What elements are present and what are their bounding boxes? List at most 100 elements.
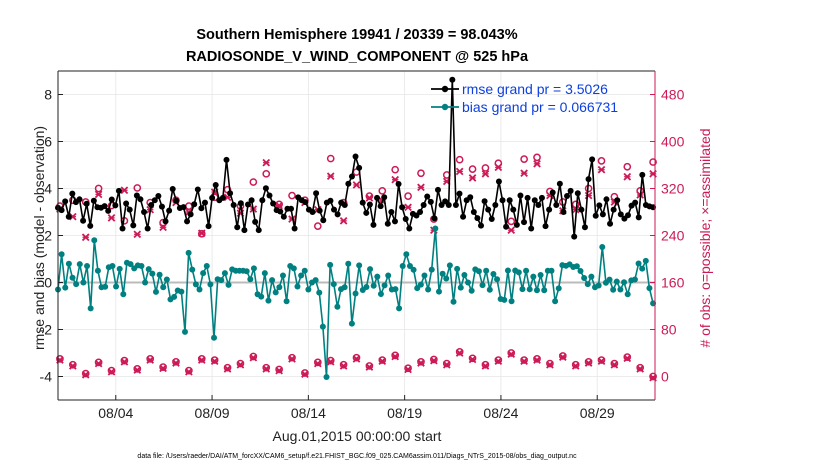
obs-assimilated-marker [430, 356, 438, 365]
obs-possible-marker [481, 360, 490, 369]
bias-point [258, 293, 265, 300]
rmse-point [481, 198, 488, 205]
obs-possible-marker [571, 200, 580, 209]
bias-point [392, 286, 399, 293]
rmse-point [599, 211, 606, 218]
bias-point [138, 263, 145, 270]
bias-point [298, 272, 305, 279]
bias-point [283, 298, 290, 305]
y-left-tick-label: 6 [44, 134, 52, 150]
rmse-point [592, 212, 599, 219]
bias-point [406, 263, 413, 270]
bias-point [595, 282, 602, 289]
rmse-point [495, 178, 502, 185]
legend-bias-label: bias grand pr = 0.066731 [462, 99, 618, 115]
rmse-point [87, 222, 94, 229]
obs-possible-marker [533, 153, 541, 162]
obs-assimilated-marker [623, 172, 632, 181]
rmse-point [460, 213, 467, 220]
rmse-point [571, 233, 578, 240]
y-right-tick-label: 320 [661, 181, 685, 197]
obs-assimilated-marker [404, 203, 412, 212]
obs-possible-marker [378, 187, 387, 195]
bias-point [399, 263, 406, 270]
obs-possible-marker [146, 355, 155, 363]
rmse-point [607, 220, 614, 227]
rmse-point [546, 206, 553, 213]
rmse-point [302, 199, 309, 206]
bias-point [247, 276, 254, 283]
rmse-point [259, 197, 266, 204]
bias-point [65, 260, 72, 267]
rmse-point [327, 197, 334, 204]
obs-possible-marker [210, 356, 219, 364]
bias-point [533, 287, 540, 294]
obs-possible-marker [56, 355, 64, 363]
obs-possible-marker [365, 192, 374, 200]
rmse-point [252, 218, 259, 225]
rmse-point [467, 194, 474, 201]
rmse-point [334, 211, 341, 218]
y-right-tick-label: 400 [661, 134, 685, 150]
bias-point [461, 271, 468, 278]
obs-possible-marker [339, 360, 348, 369]
bias-point [435, 288, 442, 295]
rmse-point [635, 214, 642, 221]
chart-title-line2: RADIOSONDE_V_WIND_COMPONENT @ 525 hPa [186, 49, 529, 65]
rmse-point [614, 197, 621, 204]
obs-possible-marker [597, 356, 606, 364]
rmse-point [198, 205, 205, 212]
bias-point [352, 290, 359, 297]
rmse-point [320, 217, 327, 224]
bias-point [341, 284, 348, 291]
rmse-point [58, 207, 65, 214]
rmse-point [363, 209, 370, 216]
bias-point [642, 257, 649, 264]
obs-possible-marker [262, 169, 271, 178]
bias-point [599, 244, 606, 251]
rmse-point [470, 209, 477, 215]
rmse-point [212, 181, 219, 188]
bias-point [149, 270, 156, 277]
bias-point [84, 263, 91, 270]
bias-point [178, 288, 185, 295]
bias-point [116, 265, 123, 272]
rmse-point [488, 216, 495, 223]
rmse-point [434, 186, 441, 193]
rmse-point [277, 208, 284, 215]
bias-point [200, 270, 207, 277]
obs-assimilated-marker [81, 233, 90, 242]
rmse-point [291, 225, 298, 232]
bias-point [109, 263, 116, 270]
rmse-point [148, 201, 155, 208]
bias-point [261, 270, 268, 277]
plot-area [55, 76, 657, 382]
obs-assimilated-marker [417, 183, 425, 192]
bias-point [573, 263, 580, 270]
obs-possible-marker [288, 353, 296, 362]
obs-assimilated-marker [146, 356, 155, 364]
bias-point [243, 268, 250, 275]
obs-possible-marker [159, 363, 167, 371]
rmse-point [402, 216, 409, 223]
bias-point [385, 272, 392, 279]
obs-possible-marker [365, 362, 374, 370]
obs-assimilated-marker [249, 353, 258, 362]
obs-possible-marker [507, 217, 516, 226]
rmse-point [564, 193, 571, 200]
obs-assimilated-marker [584, 359, 593, 367]
rmse-point [521, 219, 528, 226]
bias-point [631, 276, 638, 283]
rmse-point [531, 197, 538, 204]
rmse-point [201, 199, 208, 206]
bias-point [142, 279, 149, 286]
obs-assimilated-marker [81, 370, 90, 379]
bias-point [120, 291, 127, 298]
bias-point [410, 266, 417, 273]
bias-point [479, 282, 486, 289]
bias-point [87, 305, 94, 312]
y-axis-left-label: rmse and bias (model - observation) [31, 126, 47, 350]
rmse-point [574, 190, 581, 197]
rmse-point [90, 197, 97, 204]
obs-assimilated-marker [172, 359, 180, 367]
